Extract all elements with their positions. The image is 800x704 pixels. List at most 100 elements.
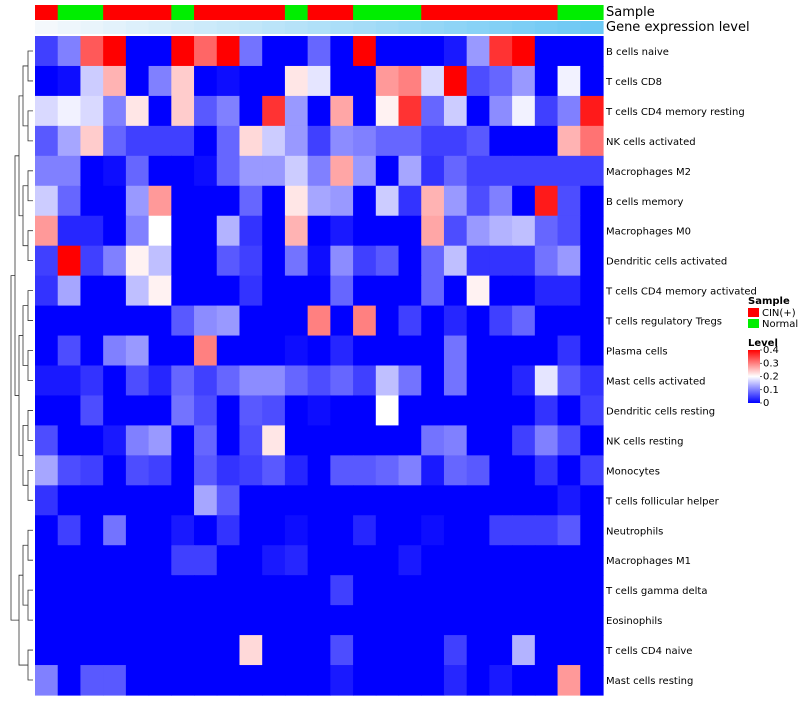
heatmap-cell (466, 515, 490, 546)
heatmap-cell (330, 425, 354, 456)
heatmap-cell (284, 425, 309, 456)
heatmap-cell (307, 275, 331, 307)
heatmap-cell (375, 275, 400, 307)
sample-annotation-cell (307, 5, 331, 20)
legend: Sample CIN(+)Normal Level 0.4 0.3 0.2 0.1 0 (748, 296, 798, 409)
heatmap-cell (216, 605, 241, 636)
heatmap-cell (171, 275, 195, 307)
heatmap-cell (57, 335, 82, 367)
sample-annotation-cell (284, 5, 309, 20)
heatmap-cell (557, 455, 581, 486)
heatmap-cell (216, 95, 241, 127)
expression-annotation-cell (125, 21, 150, 34)
legend-sample-title: Sample (748, 296, 790, 307)
heatmap-cell (489, 185, 513, 217)
heatmap-cell (103, 635, 127, 666)
heatmap-cell (284, 305, 309, 337)
heatmap-cell (216, 365, 241, 397)
heatmap-cell (398, 545, 422, 576)
heatmap-cell (421, 215, 445, 247)
heatmap-cell (80, 36, 104, 67)
heatmap-cell (375, 635, 400, 666)
heatmap-cell (330, 545, 354, 576)
heatmap-cell (35, 185, 59, 217)
heatmap-cell (80, 425, 104, 456)
heatmap-cell (512, 125, 536, 157)
heatmap-cell (194, 335, 218, 367)
heatmap-cell (35, 545, 59, 576)
heatmap-cell (443, 665, 468, 696)
heatmap-cell (80, 575, 104, 606)
heatmap-cell (580, 65, 604, 97)
heatmap-cell (512, 215, 536, 247)
sample-annotation-cell (35, 5, 59, 20)
heatmap-cell (171, 245, 195, 277)
heatmap-cell (421, 36, 445, 67)
heatmap-cell (35, 335, 59, 367)
expression-annotation-cell (171, 21, 195, 34)
heatmap-cell (284, 275, 309, 307)
heatmap-cell (330, 575, 354, 606)
heatmap-cell (466, 545, 490, 576)
heatmap-cell (148, 65, 172, 97)
heatmap-cell (239, 125, 263, 157)
heatmap-cell (443, 335, 468, 367)
heatmap-cell (489, 335, 513, 367)
expression-annotation-cell (103, 21, 127, 34)
sample-annotation-cell (489, 5, 513, 20)
heatmap-cell (216, 125, 241, 157)
heatmap-cell (125, 485, 150, 516)
heatmap-cell (284, 575, 309, 606)
heatmap-cell (80, 275, 104, 307)
row-label: Eosinophils (606, 616, 662, 627)
heatmap-cell (330, 665, 354, 696)
heatmap-cell (125, 36, 150, 67)
heatmap-cell (57, 635, 82, 666)
heatmap-cell (557, 275, 581, 307)
heatmap-cell (239, 545, 263, 576)
expression-annotation-cell (580, 21, 604, 34)
legend-sample-label: Normal (762, 319, 798, 330)
heatmap-cell (512, 395, 536, 426)
heatmap-cell (557, 95, 581, 127)
heatmap-cell (262, 515, 286, 546)
heatmap-cell (194, 185, 218, 217)
expression-annotation-cell (375, 21, 400, 34)
heatmap-cell (262, 215, 286, 247)
heatmap-cell (171, 335, 195, 367)
heatmap-cell (330, 65, 354, 97)
heatmap-cell (216, 635, 241, 666)
heatmap-cell (262, 305, 286, 337)
heatmap-cell (262, 365, 286, 397)
heatmap-cell (443, 155, 468, 187)
heatmap-cell (103, 65, 127, 97)
heatmap-cell (353, 575, 377, 606)
heatmap-cell (125, 275, 150, 307)
heatmap-cell (284, 245, 309, 277)
dendrogram-branch (27, 589, 33, 621)
heatmap-cell (398, 275, 422, 307)
heatmap-cell (125, 245, 150, 277)
heatmap-cell (443, 545, 468, 576)
heatmap-cell (534, 155, 559, 187)
heatmap-cell (512, 95, 536, 127)
heatmap-cell (557, 335, 581, 367)
heatmap-cell (80, 545, 104, 576)
heatmap-cell (512, 575, 536, 606)
heatmap-cell (534, 335, 559, 367)
expression-annotation-cell (421, 21, 445, 34)
heatmap-cell (489, 215, 513, 247)
heatmap-cell (171, 215, 195, 247)
heatmap-cell (103, 215, 127, 247)
dendrogram-branch (18, 95, 23, 217)
heatmap-cell (35, 95, 59, 127)
heatmap-cell (307, 635, 331, 666)
heatmap-cell (375, 185, 400, 217)
heatmap-cell (443, 245, 468, 277)
heatmap-cell (262, 665, 286, 696)
sample-annotation-cell (557, 5, 581, 20)
heatmap-cell (512, 245, 536, 277)
heatmap-cell (580, 485, 604, 516)
heatmap-cell (148, 665, 172, 696)
